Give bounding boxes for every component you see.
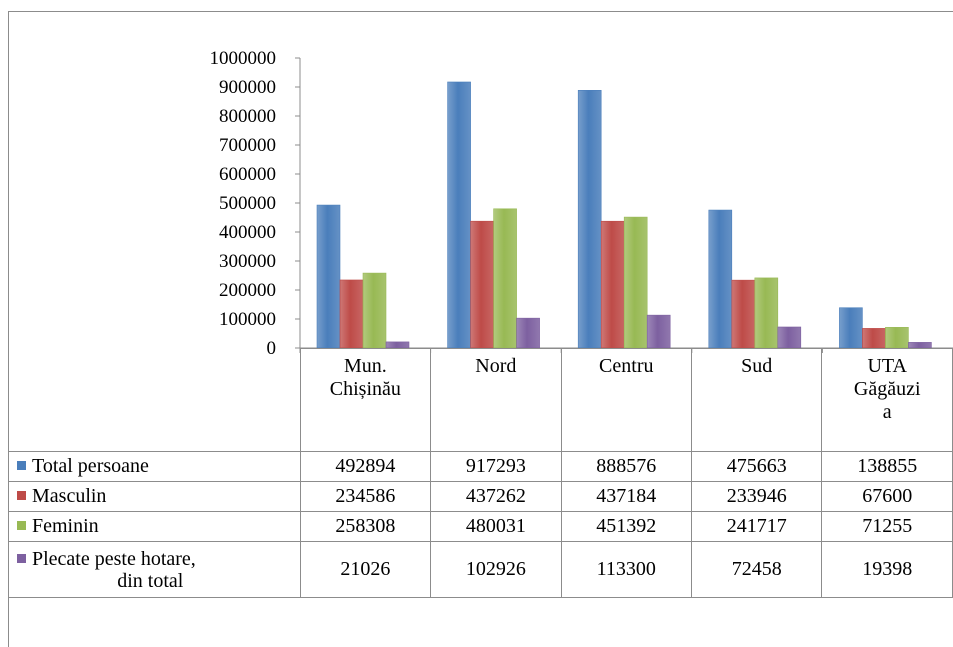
legend-entry: Total persoane [8, 451, 301, 482]
bar [908, 342, 932, 349]
data-label: 437184 [560, 481, 693, 512]
y-tick-label: 500000 [219, 193, 276, 214]
y-tick-label: 200000 [219, 280, 276, 301]
data-label: 258308 [299, 511, 432, 542]
bar [839, 307, 863, 349]
y-tick-label: 600000 [219, 164, 276, 185]
y-tick-label: 900000 [219, 77, 276, 98]
y-tick-label: 400000 [219, 222, 276, 243]
bar [362, 272, 387, 349]
data-label: 480031 [430, 511, 562, 542]
bar [623, 216, 648, 349]
bar [708, 209, 733, 349]
y-tick-label: 700000 [219, 135, 276, 156]
data-label: 71255 [821, 511, 953, 542]
bar [447, 81, 471, 349]
x-tick-label: Sud [690, 348, 823, 452]
legend-swatch [17, 521, 26, 530]
table-corner [8, 348, 301, 452]
x-tick-label: UTA Găgăuzi a [821, 348, 953, 452]
bar [600, 220, 625, 349]
bar [777, 326, 802, 349]
table-row: Masculin 234586 437262 437184 233946 67600 [8, 481, 953, 512]
data-label: 233946 [690, 481, 823, 512]
y-tick-label: 800000 [219, 106, 276, 127]
legend-entry: Masculin [8, 481, 301, 512]
bar [316, 204, 341, 349]
bar [493, 208, 517, 349]
data-label: 21026 [299, 541, 432, 598]
x-tick-label: Nord [430, 348, 562, 452]
bar [470, 220, 494, 349]
x-tick-label: Centru [560, 348, 693, 452]
bar [731, 279, 756, 349]
bar [885, 327, 909, 349]
data-label: 437262 [430, 481, 562, 512]
data-table: Mun. Chișinău Nord Centru Sud UTA Găgăuzi a Tota… [8, 348, 953, 598]
data-label: 72458 [690, 541, 823, 598]
data-label: 888576 [560, 451, 693, 482]
chart-frame [8, 11, 953, 647]
data-label: 19398 [821, 541, 953, 598]
data-label: 475663 [690, 451, 823, 482]
y-tick-label: 1000000 [210, 48, 277, 69]
y-tick-label: 100000 [219, 309, 276, 330]
data-label: 138855 [821, 451, 953, 482]
legend-label: Masculin [32, 485, 107, 507]
bar [862, 328, 886, 349]
data-label: 102926 [430, 541, 562, 598]
x-tick-label: Mun. Chișinău [299, 348, 432, 452]
data-label: 234586 [299, 481, 432, 512]
data-label: 241717 [690, 511, 823, 542]
legend-swatch [17, 491, 26, 500]
table-row: Plecate peste hotare, din total 21026 10292… [8, 541, 953, 598]
bar [516, 317, 540, 349]
data-label: 451392 [560, 511, 693, 542]
y-tick-label: 300000 [219, 251, 276, 272]
bar [339, 279, 364, 349]
legend-swatch [17, 461, 26, 470]
legend-entry: Plecate peste hotare, din total [8, 541, 301, 598]
table-row: Feminin 258308 480031 451392 241717 71255 [8, 511, 953, 542]
data-label: 917293 [430, 451, 562, 482]
data-label: 113300 [560, 541, 693, 598]
data-label: 492894 [299, 451, 432, 482]
legend-entry: Feminin [8, 511, 301, 542]
bar [646, 314, 671, 349]
data-label: 67600 [821, 481, 953, 512]
bar [754, 277, 779, 349]
table-header-row: Mun. Chișinău Nord Centru Sud UTA Găgăuzi a [8, 348, 953, 452]
table-row: Total persoane 492894 917293 888576 475663 13… [8, 451, 953, 482]
legend-label: Feminin [32, 515, 99, 537]
legend-label: Total persoane [32, 455, 149, 477]
bar [577, 90, 602, 349]
legend-label: Plecate peste hotare, din total [32, 547, 196, 592]
legend-swatch [17, 553, 26, 563]
